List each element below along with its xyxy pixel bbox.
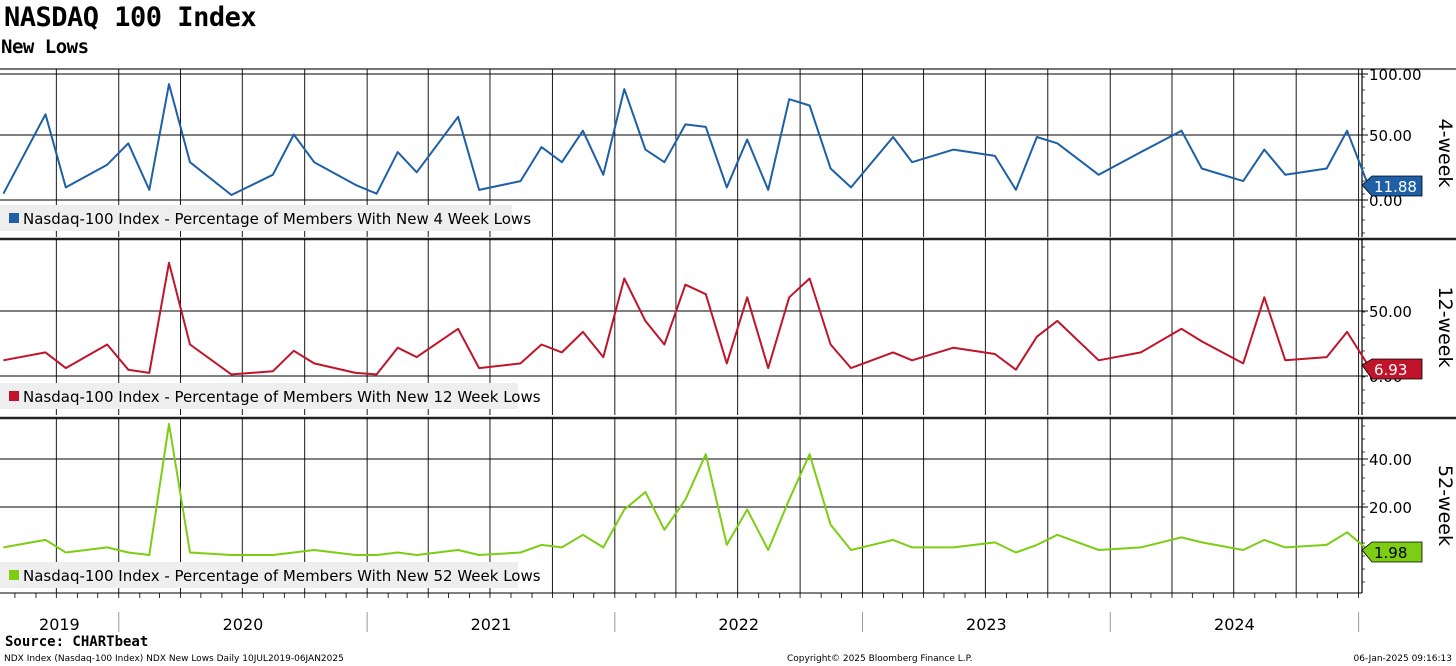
last-value-label: 1.98	[1374, 544, 1407, 562]
x-tick-label: 2024	[1214, 615, 1255, 634]
last-value-label: 6.93	[1374, 361, 1407, 379]
legend-label: Nasdaq-100 Index - Percentage of Members…	[23, 210, 531, 228]
panel-4-week: 0.00 50.00 100.00 Nasdaq-100 Index - Percen…	[0, 66, 1456, 237]
x-tick-label: 2021	[471, 615, 512, 634]
x-tick-label: 2022	[718, 615, 759, 634]
series-line-52-week	[3, 423, 1369, 556]
y-tick-label: 50.00	[1369, 127, 1412, 145]
legend-box	[0, 383, 518, 409]
footer-timestamp: 06-Jan-2025 09:16:13	[1353, 654, 1452, 664]
legend-box	[0, 205, 512, 231]
y-tick-label: 40.00	[1369, 451, 1412, 469]
x-tick-label: 2019	[39, 615, 80, 634]
y-tick-label: 100.00	[1369, 66, 1422, 84]
last-value-badge	[1361, 358, 1423, 380]
legend-label: Nasdaq-100 Index - Percentage of Members…	[23, 388, 541, 406]
legend-swatch	[9, 213, 19, 223]
chart-title: NASDAQ 100 Index	[4, 2, 257, 33]
panel-label: 4-week	[1434, 119, 1456, 188]
x-tick-label: 2020	[223, 615, 264, 634]
source-note: Source: CHARTbeat	[5, 634, 149, 650]
x-tick-label: 2023	[966, 615, 1007, 634]
legend-label: Nasdaq-100 Index - Percentage of Members…	[23, 567, 541, 585]
series-line-4-week	[2, 83, 1370, 196]
last-value-label: 11.88	[1374, 178, 1417, 196]
last-value-badge	[1361, 541, 1423, 563]
y-tick-label: 0.00	[1369, 192, 1402, 210]
footer-left: NDX Index (Nasdaq-100 Index) NDX New Low…	[4, 654, 344, 664]
chart-subtitle: New Lows	[1, 36, 89, 58]
legend-box	[0, 562, 518, 588]
y-tick-label: 20.00	[1369, 499, 1412, 517]
series-line-12-week	[3, 261, 1369, 376]
panel-52-week: 20.00 40.00 Nasdaq-100 Index - Percentage …	[0, 416, 1456, 593]
panel-label: 52-week	[1434, 465, 1456, 546]
panel-label: 12-week	[1434, 287, 1456, 368]
legend-swatch	[9, 391, 19, 401]
legend-swatch	[9, 570, 19, 580]
footer-copyright: Copyright© 2025 Bloomberg Finance L.P.	[787, 654, 973, 664]
last-value-badge	[1361, 175, 1423, 197]
y-tick-label: 50.00	[1369, 303, 1412, 321]
